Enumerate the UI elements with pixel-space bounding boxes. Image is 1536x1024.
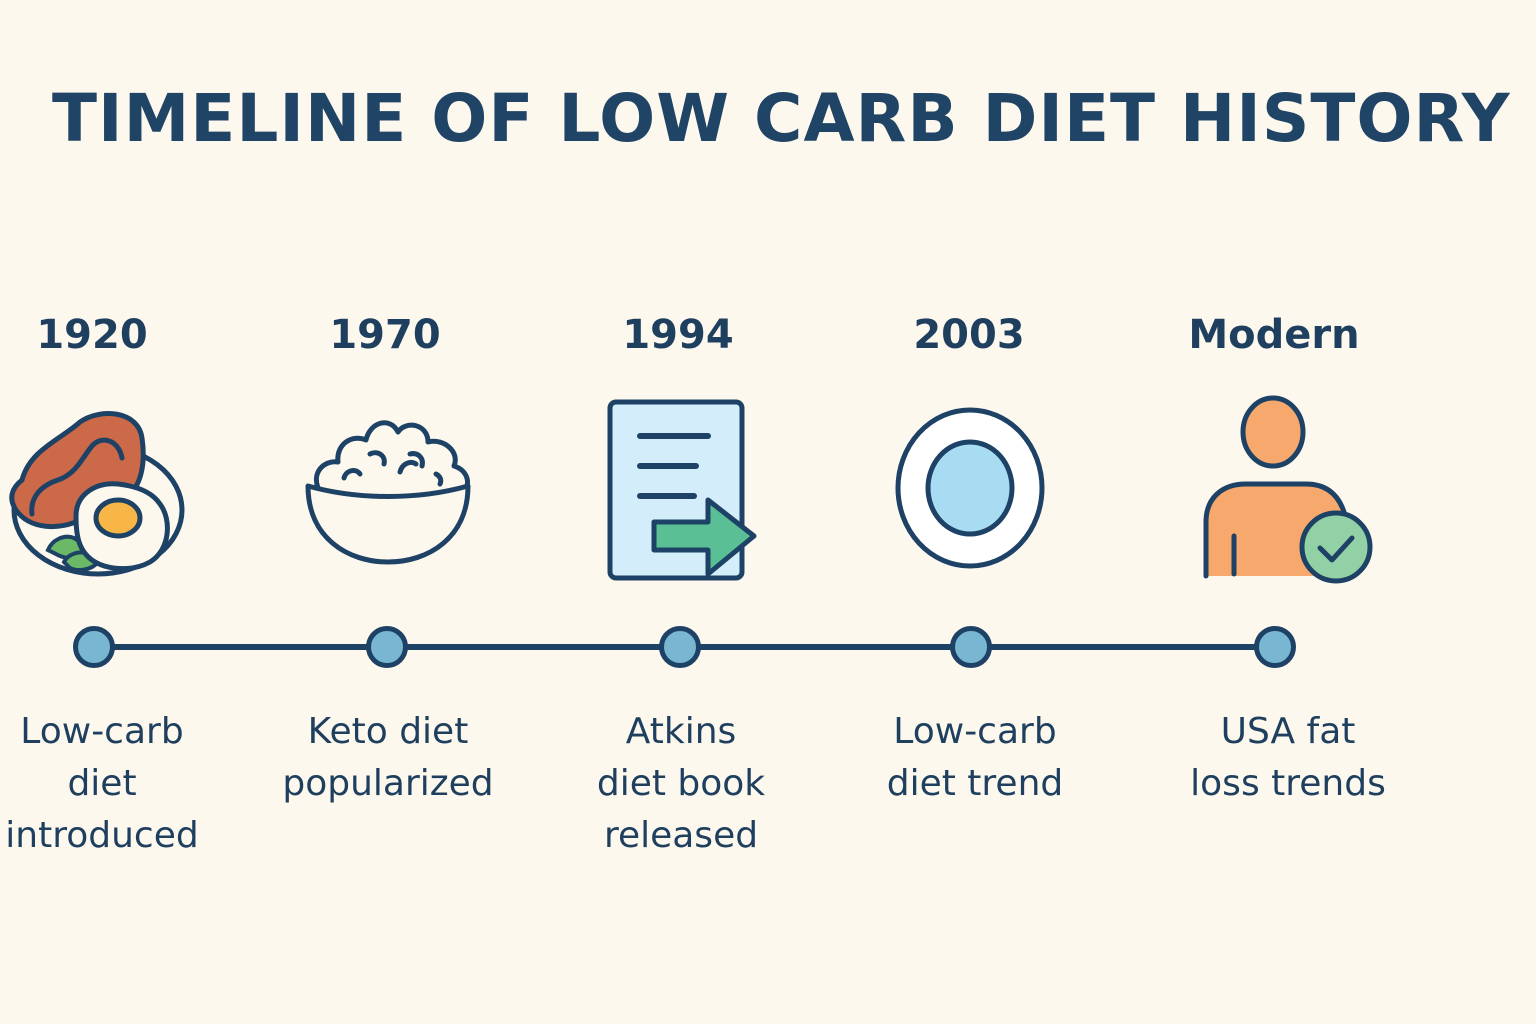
timeline-node-1920 — [73, 626, 115, 668]
event-label-2003: Low-carb diet trend — [886, 711, 1064, 804]
person-check-icon — [1203, 395, 1373, 584]
document-arrow-icon — [607, 399, 757, 581]
rice-bowl-icon — [305, 420, 471, 565]
event-label-modern: USA fat loss trends — [1190, 711, 1386, 804]
year-2003: 2003 — [913, 312, 1025, 358]
timeline-node-modern — [1254, 626, 1296, 668]
event-label-1994: Atkins diet book released — [596, 711, 766, 856]
year-1920: 1920 — [36, 312, 148, 358]
event-label-1920: Low-carb diet introduced — [5, 711, 199, 856]
steak-egg-plate-icon — [9, 411, 185, 577]
timeline-node-1994 — [659, 626, 701, 668]
event-label-1970: Keto diet popularized — [282, 711, 494, 804]
timeline-node-1970 — [366, 626, 408, 668]
year-modern: Modern — [1188, 312, 1360, 358]
page-title: TIMELINE OF LOW CARB DIET HISTORY — [52, 80, 1511, 157]
plate-icon — [895, 407, 1045, 569]
year-1970: 1970 — [329, 312, 441, 358]
year-1994: 1994 — [622, 312, 734, 358]
timeline-node-2003 — [950, 626, 992, 668]
